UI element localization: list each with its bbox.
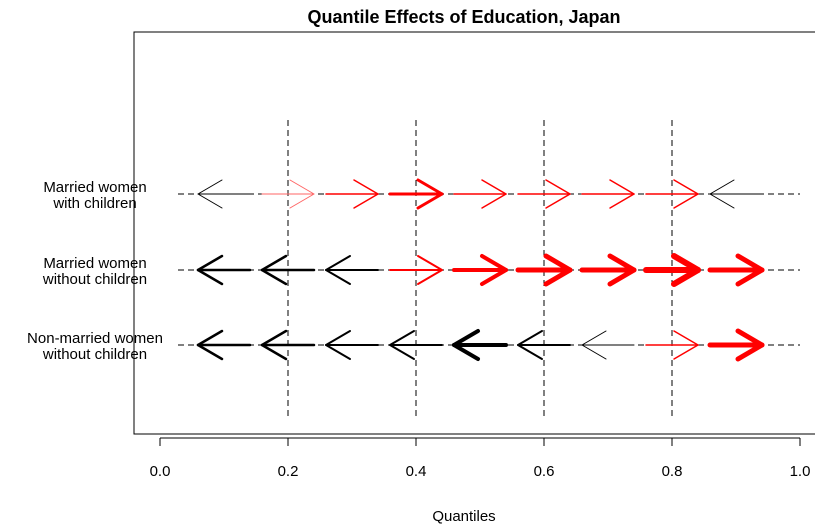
arrow-head <box>389 330 415 360</box>
effect-arrow <box>325 179 379 209</box>
effect-arrow <box>707 328 765 362</box>
effect-arrow <box>453 179 507 209</box>
arrow-head <box>517 330 543 360</box>
row-label-line2: without children <box>42 346 147 363</box>
effect-arrow <box>645 179 699 209</box>
arrow-head <box>196 329 224 361</box>
arrow-head <box>353 179 379 209</box>
arrow-head <box>260 329 288 361</box>
arrow-head <box>416 178 444 210</box>
effect-arrow <box>579 253 637 287</box>
effect-arrow <box>581 330 635 360</box>
arrow-head <box>735 253 765 287</box>
arrows <box>196 178 765 362</box>
row-label-line1: Married women <box>43 255 146 272</box>
effect-arrow <box>645 330 699 360</box>
effect-arrow <box>260 329 316 361</box>
row-label-line2: with children <box>52 195 136 212</box>
effect-arrow <box>260 254 316 286</box>
x-tick-label: 1.0 <box>790 463 811 480</box>
arrow-head <box>196 254 224 286</box>
effect-arrow <box>389 330 443 360</box>
x-axis-label: Quantiles <box>432 508 495 525</box>
effect-arrow <box>325 330 379 360</box>
effect-arrow <box>389 255 443 285</box>
row-label-line1: Non-married women <box>27 330 163 347</box>
arrow-head <box>545 179 571 209</box>
arrow-head <box>673 330 699 360</box>
arrow-head <box>325 330 351 360</box>
arrow-head <box>260 254 288 286</box>
arrow-head <box>481 179 507 209</box>
effect-arrow <box>707 253 765 287</box>
effect-arrow <box>452 329 508 361</box>
arrow-head <box>543 253 573 287</box>
arrow-head <box>325 255 351 285</box>
arrow-head <box>671 253 701 287</box>
effect-arrow <box>197 179 251 209</box>
arrow-head <box>289 179 315 209</box>
effect-arrow <box>581 179 635 209</box>
arrow-head <box>197 179 223 209</box>
x-tick-label: 0.6 <box>534 463 555 480</box>
plot-frame <box>133 31 815 435</box>
arrow-head <box>709 179 735 209</box>
effect-arrow <box>643 253 701 287</box>
arrow-head <box>452 329 480 361</box>
row-label-line1: Married women <box>43 179 146 196</box>
effect-arrow <box>515 253 573 287</box>
chart-title: Quantile Effects of Education, Japan <box>307 7 620 27</box>
effect-arrow <box>452 254 508 286</box>
arrow-head <box>581 330 607 360</box>
effect-arrow <box>261 179 315 209</box>
x-tick-label: 0.8 <box>662 463 683 480</box>
effect-arrow <box>517 330 571 360</box>
effect-arrow <box>709 179 763 209</box>
row-label-line2: without children <box>42 271 147 288</box>
arrow-head <box>607 253 637 287</box>
arrow-head <box>673 179 699 209</box>
x-axis: 0.0 0.2 0.4 0.6 0.8 1.0 <box>150 437 811 480</box>
effect-arrow <box>325 255 379 285</box>
arrow-head <box>480 254 508 286</box>
effect-arrow <box>196 254 252 286</box>
arrow-head <box>417 255 443 285</box>
effect-arrow <box>517 179 571 209</box>
x-tick-label: 0.2 <box>278 463 299 480</box>
arrow-head <box>609 179 635 209</box>
x-tick-label: 0.0 <box>150 463 171 480</box>
x-tick-label: 0.4 <box>406 463 427 480</box>
arrow-head <box>735 328 765 362</box>
effect-arrow <box>388 178 444 210</box>
effect-arrow <box>196 329 252 361</box>
